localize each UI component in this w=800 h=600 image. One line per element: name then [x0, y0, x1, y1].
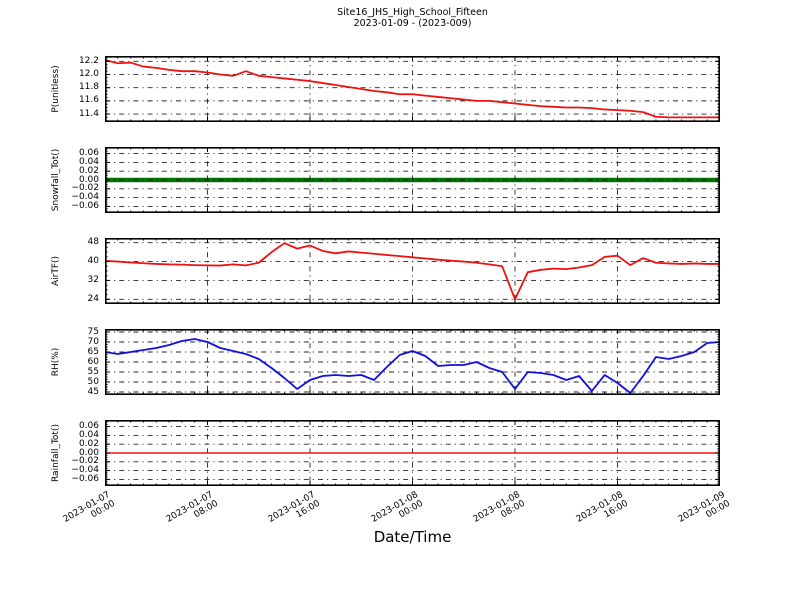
plot-panel-rainfall_tot — [105, 420, 720, 486]
ytick-label-rainfall_tot: −0.04 — [71, 465, 99, 476]
ytick-label-rh: 75 — [87, 326, 99, 337]
ytick-label-airtf: 48 — [87, 237, 99, 248]
ytick-label-rainfall_tot: −0.06 — [71, 473, 99, 484]
y-axis-label-airtf: AirTF() — [51, 255, 61, 287]
y-axis-label-rainfall_tot: Rainfall_Tot() — [51, 424, 61, 482]
ytick-label-p_unitless: 12.0 — [78, 68, 99, 79]
ytick-label-rainfall_tot: 0.04 — [78, 429, 99, 440]
gridlines-p_unitless — [105, 56, 720, 122]
data-line-airtf — [105, 242, 720, 301]
ytick-label-rh: 65 — [87, 346, 99, 357]
ytick-label-snowfall_tot: 0.00 — [78, 174, 99, 185]
ytick-label-p_unitless: 11.4 — [78, 108, 99, 119]
ytick-label-airtf: 32 — [87, 274, 99, 285]
plot-panel-p_unitless — [105, 56, 720, 122]
y-axis-label-p_unitless: P(unitless) — [51, 65, 61, 113]
ytick-label-rainfall_tot: 0.06 — [78, 421, 99, 432]
ytick-label-rh: 45 — [87, 386, 99, 397]
ytick-label-snowfall_tot: −0.06 — [71, 200, 99, 211]
ytick-label-snowfall_tot: 0.06 — [78, 148, 99, 159]
plot-panel-snowfall_tot — [105, 147, 720, 213]
chart-title-line2: 2023-01-09 - (2023-009) — [353, 18, 472, 29]
ytick-label-airtf: 24 — [87, 293, 99, 304]
x-axis-label: Date/Time — [373, 528, 452, 546]
ytick-label-rainfall_tot: 0.00 — [78, 447, 99, 458]
y-axis-label-snowfall_tot: Snowfall_Tot() — [51, 148, 61, 212]
ytick-label-rh: 70 — [87, 336, 99, 347]
plot-panel-airtf — [105, 238, 720, 304]
y-axis-label-rh: RH(%) — [51, 347, 61, 377]
gridlines-snowfall_tot — [105, 147, 720, 213]
ytick-label-snowfall_tot: 0.02 — [78, 165, 99, 176]
ytick-label-p_unitless: 12.2 — [78, 55, 99, 66]
ytick-label-snowfall_tot: 0.04 — [78, 156, 99, 167]
chart-title: Site16_JHS_High_School_Fifteen 2023-01-0… — [105, 7, 720, 29]
ytick-label-rh: 55 — [87, 366, 99, 377]
ytick-label-rainfall_tot: 0.02 — [78, 438, 99, 449]
chart-title-line1: Site16_JHS_High_School_Fifteen — [337, 7, 488, 18]
plot-panel-rh — [105, 329, 720, 395]
ytick-label-rh: 50 — [87, 376, 99, 387]
ytick-label-p_unitless: 11.8 — [78, 82, 99, 93]
ytick-label-p_unitless: 11.6 — [78, 95, 99, 106]
ytick-label-snowfall_tot: −0.04 — [71, 192, 99, 203]
ytick-label-snowfall_tot: −0.02 — [71, 183, 99, 194]
data-line-rh — [105, 338, 720, 394]
ytick-label-rainfall_tot: −0.02 — [71, 456, 99, 467]
ytick-label-airtf: 40 — [87, 256, 99, 267]
ytick-label-rh: 60 — [87, 356, 99, 367]
data-line-p_unitless — [105, 59, 720, 119]
